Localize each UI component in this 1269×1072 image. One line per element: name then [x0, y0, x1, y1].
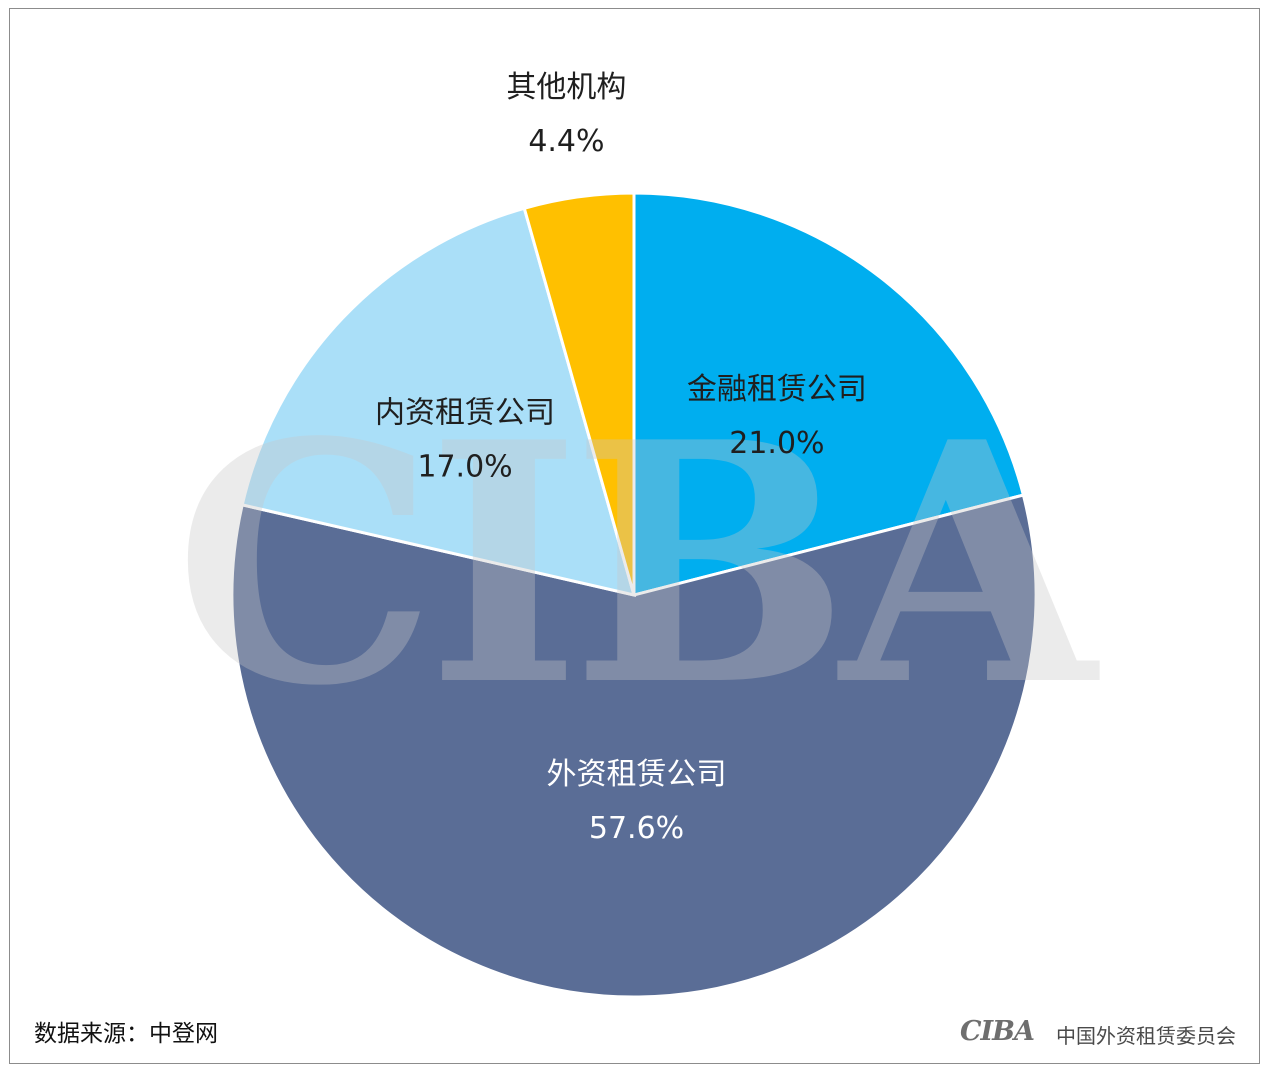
- organization-name: 中国外资租赁委员会: [1056, 1024, 1236, 1048]
- slice-label-2: 外资租赁公司: [547, 757, 727, 792]
- slice-value-1: 21.0%: [729, 426, 824, 461]
- data-source-note: 数据来源：中登网: [34, 1021, 218, 1047]
- pie-slice-2: [230, 493, 1038, 999]
- slice-value-2: 57.6%: [589, 811, 684, 846]
- slice-value-4: 4.4%: [528, 124, 604, 159]
- pie-slice-4: [522, 191, 636, 596]
- slice-value-3: 17.0%: [417, 449, 512, 484]
- pie-slice-1: [632, 191, 1026, 597]
- slice-label-4: 其他机构: [506, 70, 626, 105]
- ciba-logo: CIBA: [960, 1016, 1035, 1047]
- slice-label-1: 金融租赁公司: [687, 372, 867, 407]
- pie-slice-3: [240, 206, 637, 598]
- ciba-watermark: CIBA: [174, 370, 1103, 758]
- slice-label-3: 内资租赁公司: [375, 395, 555, 430]
